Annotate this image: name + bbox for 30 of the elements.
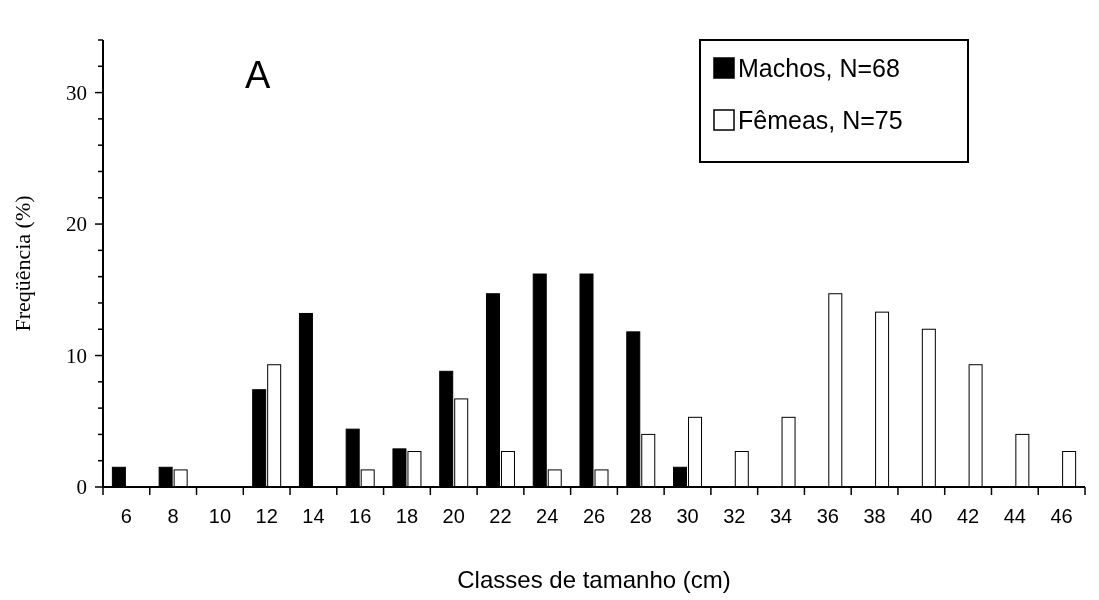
x-axis-title: Classes de tamanho (cm) bbox=[457, 566, 731, 593]
x-tick-label: 28 bbox=[629, 505, 652, 527]
x-tick-label: 12 bbox=[255, 505, 278, 527]
x-tick-label: 26 bbox=[582, 505, 606, 527]
x-tick-label: 8 bbox=[167, 505, 179, 527]
x-tick-label: 32 bbox=[723, 505, 746, 527]
x-tick-label: 34 bbox=[769, 505, 793, 527]
x-tick-label: 30 bbox=[676, 505, 699, 527]
x-tick-label: 16 bbox=[349, 505, 372, 527]
x-tick-label: 24 bbox=[536, 505, 559, 527]
y-tick-label: 10 bbox=[66, 343, 87, 368]
x-tick-label: 38 bbox=[863, 505, 886, 527]
x-tick-label: 10 bbox=[208, 505, 232, 527]
x-tick-label: 42 bbox=[956, 505, 980, 527]
x-tick-label: 6 bbox=[120, 505, 132, 527]
legend-label: Machos, N=68 bbox=[738, 53, 900, 82]
x-tick-label: 44 bbox=[1003, 505, 1026, 527]
x-tick-label: 18 bbox=[395, 505, 419, 527]
x-tick-label: 36 bbox=[816, 505, 839, 527]
y-tick-label: 30 bbox=[66, 80, 87, 105]
x-tick-label: 40 bbox=[910, 505, 933, 527]
x-tick-label: 14 bbox=[302, 505, 325, 527]
x-tick-label: 22 bbox=[489, 505, 512, 527]
chart-title: A bbox=[245, 54, 271, 96]
legend-label: Fêmeas, N=75 bbox=[738, 105, 903, 134]
x-tick-label: 20 bbox=[442, 505, 465, 527]
y-axis-title: Freqüência (%) bbox=[10, 195, 35, 332]
y-tick-label: 0 bbox=[76, 475, 87, 500]
x-tick-label: 46 bbox=[1050, 505, 1073, 527]
y-tick-label: 20 bbox=[66, 212, 87, 237]
